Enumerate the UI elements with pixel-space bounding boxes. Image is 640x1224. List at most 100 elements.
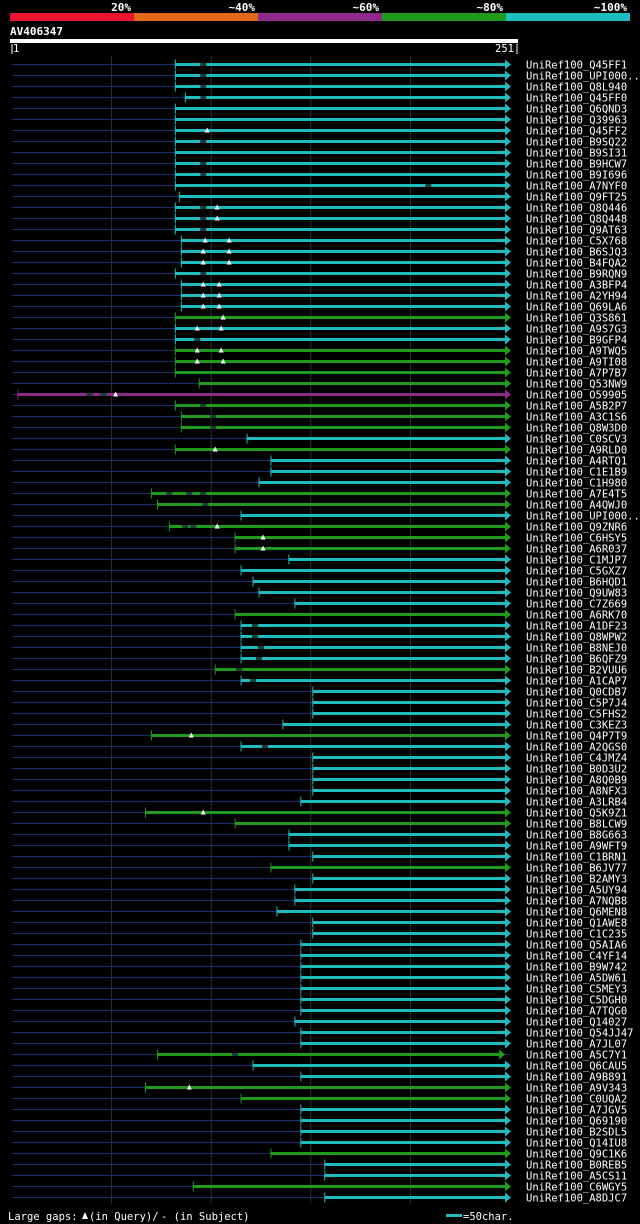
hit-label[interactable]: UniRef100_C4JMZ4 bbox=[526, 753, 627, 765]
hit-row[interactable]: UniRef100_C0UQA2 bbox=[12, 1093, 627, 1106]
hit-label[interactable]: UniRef100_Q9AT63 bbox=[526, 225, 627, 237]
hit-row[interactable]: UniRef100_Q69190 bbox=[12, 1115, 627, 1128]
hit-label[interactable]: UniRef100_C3KEZ3 bbox=[526, 720, 627, 732]
hit-label[interactable]: UniRef100_B8LCW9 bbox=[526, 819, 627, 831]
hit-row[interactable]: UniRef100_Q9AT63 bbox=[12, 224, 627, 237]
hit-row[interactable]: UniRef100_Q4P7T9 bbox=[12, 730, 627, 743]
hit-row[interactable]: UniRef100_A9V343 bbox=[12, 1082, 627, 1095]
hit-label[interactable]: UniRef100_A1DF23 bbox=[526, 621, 627, 633]
hit-label[interactable]: UniRef100_A2YH94 bbox=[526, 291, 627, 303]
hit-label[interactable]: UniRef100_A5C7Y1 bbox=[526, 1050, 627, 1062]
hit-row[interactable]: UniRef100_Q6MEN8 bbox=[12, 906, 627, 919]
hit-row[interactable]: UniRef100_A7JL07 bbox=[12, 1038, 627, 1051]
hit-row[interactable]: UniRef100_B6HQD1 bbox=[12, 576, 627, 589]
hit-label[interactable]: UniRef100_Q54JJ47 bbox=[526, 1028, 633, 1040]
hit-row[interactable]: UniRef100_A5CS11 bbox=[12, 1170, 627, 1183]
hit-row[interactable]: UniRef100_Q8WPW2 bbox=[12, 631, 627, 644]
hit-label[interactable]: UniRef100_Q39963 bbox=[526, 115, 627, 127]
hit-row[interactable]: UniRef100_C1H980 bbox=[12, 477, 627, 490]
hit-label[interactable]: UniRef100_Q9FT25 bbox=[526, 192, 627, 204]
hit-label[interactable]: UniRef100_Q5K9Z1 bbox=[526, 808, 627, 820]
hit-row[interactable]: UniRef100_A7NQB8 bbox=[12, 895, 627, 908]
hit-row[interactable]: UniRef100_A7JGV5 bbox=[12, 1104, 627, 1117]
hit-row[interactable]: UniRef100_Q3S861 bbox=[12, 312, 627, 325]
hit-label[interactable]: UniRef100_O59905 bbox=[526, 390, 627, 402]
hit-label[interactable]: UniRef100_C4YF14 bbox=[526, 951, 627, 963]
hit-row[interactable]: UniRef100_Q5K9Z1 bbox=[12, 807, 627, 820]
hit-row[interactable]: UniRef100_Q9ZNR6 bbox=[12, 521, 627, 534]
hit-label[interactable]: UniRef100_C5MEY3 bbox=[526, 984, 627, 996]
hit-row[interactable]: UniRef100_C5P7J4 bbox=[12, 697, 627, 710]
hit-label[interactable]: UniRef100_Q1AWE8 bbox=[526, 918, 627, 930]
hit-row[interactable]: UniRef100_A7TQG0 bbox=[12, 1005, 627, 1018]
hit-label[interactable]: UniRef100_A9B891 bbox=[526, 1072, 627, 1084]
hit-label[interactable]: UniRef100_Q69LA6 bbox=[526, 302, 627, 314]
hit-label[interactable]: UniRef100_B0REB5 bbox=[526, 1160, 627, 1172]
hit-row[interactable]: UniRef100_Q8L940 bbox=[12, 81, 627, 94]
hit-label[interactable]: UniRef100_A7JL07 bbox=[526, 1039, 627, 1051]
hit-row[interactable]: UniRef100_A6RK70 bbox=[12, 609, 627, 622]
hit-label[interactable]: UniRef100_C5X768 bbox=[526, 236, 627, 248]
hit-label[interactable]: UniRef100_C1BRN1 bbox=[526, 852, 627, 864]
hit-row[interactable]: UniRef100_B6SJQ3 bbox=[12, 246, 627, 259]
hit-label[interactable]: UniRef100_A3C1S6 bbox=[526, 412, 627, 424]
hit-row[interactable]: UniRef100_B9RQN9 bbox=[12, 268, 627, 281]
hit-label[interactable]: UniRef100_A2QGS0 bbox=[526, 742, 627, 754]
hit-row[interactable]: UniRef100_Q5AIA6 bbox=[12, 939, 627, 952]
hit-row[interactable]: UniRef100_A5DW61 bbox=[12, 972, 627, 985]
hit-row[interactable]: UniRef100_A3LRB4 bbox=[12, 796, 627, 809]
hit-label[interactable]: UniRef100_Q8W3D0 bbox=[526, 423, 627, 435]
hit-label[interactable]: UniRef100_B9RQN9 bbox=[526, 269, 627, 281]
hit-label[interactable]: UniRef100_B2AMY3 bbox=[526, 874, 627, 886]
hit-label[interactable]: UniRef100_B4FQA2 bbox=[526, 258, 627, 270]
hit-label[interactable]: UniRef100_A5CS11 bbox=[526, 1171, 627, 1183]
hit-label[interactable]: UniRef100_C6HSY5 bbox=[526, 533, 627, 545]
hit-row[interactable]: UniRef100_C6HSY5 bbox=[12, 532, 627, 545]
hit-label[interactable]: UniRef100_B6SJQ3 bbox=[526, 247, 627, 259]
hit-row[interactable]: UniRef100_Q54JJ47 bbox=[12, 1027, 633, 1040]
hit-row[interactable]: UniRef100_B9HCW7 bbox=[12, 158, 627, 171]
hit-label[interactable]: UniRef100_B9SI31 bbox=[526, 148, 627, 160]
hit-label[interactable]: UniRef100_Q8L940 bbox=[526, 82, 627, 94]
hit-label[interactable]: UniRef100_Q6MEN8 bbox=[526, 907, 627, 919]
hit-label[interactable]: UniRef100_A8NFX3 bbox=[526, 786, 627, 798]
hit-row[interactable]: UniRef100_UPI000.. bbox=[12, 510, 640, 523]
hit-row[interactable]: UniRef100_Q39963 bbox=[12, 114, 627, 127]
hit-label[interactable]: UniRef100_A9V343 bbox=[526, 1083, 627, 1095]
hit-label[interactable]: UniRef100_Q69190 bbox=[526, 1116, 627, 1128]
hit-label[interactable]: UniRef100_UPI000.. bbox=[526, 511, 640, 523]
hit-label[interactable]: UniRef100_Q45FF2 bbox=[526, 126, 627, 138]
hit-label[interactable]: UniRef100_B0D3U2 bbox=[526, 764, 627, 776]
hit-row[interactable]: UniRef100_A5C7Y1 bbox=[12, 1049, 627, 1062]
hit-row[interactable]: UniRef100_O59905 bbox=[12, 389, 627, 402]
hit-label[interactable]: UniRef100_Q0CDB7 bbox=[526, 687, 627, 699]
hit-row[interactable]: UniRef100_A7P7B7 bbox=[12, 367, 627, 380]
hit-row[interactable]: UniRef100_Q6CAU5 bbox=[12, 1060, 627, 1073]
hit-label[interactable]: UniRef100_B6JV77 bbox=[526, 863, 627, 875]
hit-row[interactable]: UniRef100_C4YF14 bbox=[12, 950, 627, 963]
hit-row[interactable]: UniRef100_Q45FF1 bbox=[12, 59, 627, 72]
hit-row[interactable]: UniRef100_A3C1S6 bbox=[12, 411, 627, 424]
hit-label[interactable]: UniRef100_A7P7B7 bbox=[526, 368, 627, 380]
hit-row[interactable]: UniRef100_B0D3U2 bbox=[12, 763, 627, 776]
hit-label[interactable]: UniRef100_Q53NW9 bbox=[526, 379, 627, 391]
hit-label[interactable]: UniRef100_C0SCV3 bbox=[526, 434, 627, 446]
hit-label[interactable]: UniRef100_A9RLD0 bbox=[526, 445, 627, 457]
hit-label[interactable]: UniRef100_A7NQB8 bbox=[526, 896, 627, 908]
hit-row[interactable]: UniRef100_Q53NW9 bbox=[12, 378, 627, 391]
hit-row[interactable]: UniRef100_C3KEZ3 bbox=[12, 719, 627, 732]
hit-label[interactable]: UniRef100_B2VUU6 bbox=[526, 665, 627, 677]
hit-label[interactable]: UniRef100_B9SQ22 bbox=[526, 137, 627, 149]
hit-label[interactable]: UniRef100_Q9UW83 bbox=[526, 588, 627, 600]
hit-row[interactable]: UniRef100_C5FHS2 bbox=[12, 708, 627, 721]
hit-row[interactable]: UniRef100_C5DGH0 bbox=[12, 994, 627, 1007]
hit-label[interactable]: UniRef100_C6WGY5 bbox=[526, 1182, 627, 1194]
hit-row[interactable]: UniRef100_C0SCV3 bbox=[12, 433, 627, 446]
hit-row[interactable]: UniRef100_UPI000.. bbox=[12, 70, 640, 83]
hit-row[interactable]: UniRef100_Q0CDB7 bbox=[12, 686, 627, 699]
hit-label[interactable]: UniRef100_C1C235 bbox=[526, 929, 627, 941]
hit-label[interactable]: UniRef100_A6R037 bbox=[526, 544, 627, 556]
hit-row[interactable]: UniRef100_Q8Q448 bbox=[12, 213, 627, 226]
hit-label[interactable]: UniRef100_A1CAP7 bbox=[526, 676, 627, 688]
hit-row[interactable]: UniRef100_C5GXZ7 bbox=[12, 565, 627, 578]
